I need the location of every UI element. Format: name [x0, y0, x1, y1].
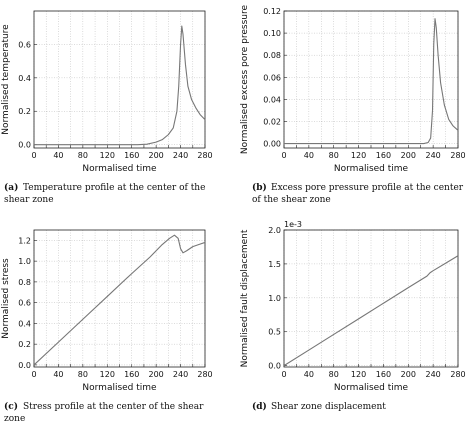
x-tick-label: 0 — [281, 370, 286, 379]
caption-text: Temperature profile at the center of the — [23, 183, 205, 193]
caption-text: Excess pore pressure profile at the cent… — [271, 183, 464, 193]
caption-label: (c) — [4, 401, 18, 412]
y-tick-label: 0.0 — [18, 361, 31, 370]
axes-frame — [33, 10, 206, 149]
x-tick-label: 120 — [100, 370, 115, 379]
y-tick-label: 0.2 — [18, 340, 31, 349]
y-tick-label: 0.6 — [18, 299, 31, 308]
y-tick-label: 0.2 — [18, 107, 31, 116]
x-tick-label: 200 — [149, 370, 164, 379]
x-tick-label: 200 — [401, 151, 416, 160]
y-axis-label: Normalised temperature — [1, 24, 11, 135]
chart-c: 0 40 80 120 160 200 240 280 0.0 0.2 0.4 0.6 0.8 1.0 1.… — [1, 229, 213, 424]
x-tick-label: 240 — [173, 370, 188, 379]
caption-label: (b) — [252, 182, 267, 193]
x-tick-label: 80 — [78, 151, 88, 160]
x-tick-label: 280 — [450, 151, 465, 160]
x-tick-label: 80 — [329, 370, 339, 379]
x-tick-label: 200 — [401, 370, 416, 379]
x-axis-label: Normalised time — [82, 164, 157, 174]
y-tick-label: 0.02 — [263, 117, 281, 126]
x-tick-label: 160 — [124, 370, 139, 379]
y-tick-label: 1.0 — [268, 294, 281, 303]
y-tick-label: 1.5 — [268, 260, 281, 269]
y-tick-label: 0.04 — [263, 95, 281, 104]
x-tick-label: 240 — [426, 370, 441, 379]
y-tick-label: 1.2 — [18, 236, 31, 245]
x-tick-label: 40 — [53, 370, 63, 379]
series-line — [284, 18, 459, 145]
x-tick-label: 280 — [450, 370, 465, 379]
x-tick-label: 0 — [31, 370, 36, 379]
x-tick-label: 200 — [149, 151, 164, 160]
chart-b: 0 40 80 120 160 200 240 280 0.00 0.02 0.04 0.06 0.08… — [240, 4, 466, 205]
x-tick-label: 240 — [173, 151, 188, 160]
y-tick-label: 0.08 — [263, 51, 281, 60]
caption-text: Shear zone displacement — [271, 402, 386, 412]
x-tick-label: 0 — [281, 151, 286, 160]
series-line — [34, 25, 206, 146]
x-axis-label: Normalised time — [82, 383, 157, 393]
x-tick-label: 160 — [124, 151, 139, 160]
series-line — [33, 234, 206, 366]
y-axis-label: Normalised excess pore pressure — [240, 4, 250, 154]
chart-d: 0 40 80 120 160 200 240 280 0.0 0.5 1.0 1.5 2.0 Norma… — [240, 220, 466, 412]
y-tick-label: 0.12 — [263, 7, 281, 16]
y-tick-label: 0.6 — [18, 40, 31, 49]
x-tick-label: 160 — [376, 151, 391, 160]
x-tick-label: 280 — [197, 370, 212, 379]
series-line — [283, 255, 459, 367]
x-tick-label: 120 — [100, 151, 115, 160]
y-tick-label: 2.0 — [268, 226, 281, 235]
y-tick-label: 1.0 — [18, 257, 31, 266]
y-tick-label: 0.8 — [18, 278, 31, 287]
x-tick-label: 40 — [53, 151, 63, 160]
caption-label: (d) — [252, 401, 267, 412]
x-axis-label: Normalised time — [334, 164, 409, 174]
caption-text: Stress profile at the center of the shea… — [23, 402, 204, 412]
axes-frame — [33, 229, 206, 368]
y-tick-label: 0.00 — [263, 140, 281, 149]
y-axis-label: Normalised fault displacement — [240, 229, 250, 367]
x-tick-label: 160 — [376, 370, 391, 379]
y-tick-label: 0.5 — [268, 328, 281, 337]
x-tick-label: 40 — [304, 151, 314, 160]
axes-frame — [283, 10, 459, 149]
x-axis-label: Normalised time — [334, 383, 409, 393]
y-axis-label: Normalised stress — [1, 258, 11, 339]
y-tick-label: 0.4 — [18, 74, 31, 83]
axes-frame — [283, 229, 459, 368]
caption-text: shear zone — [4, 195, 54, 205]
y-tick-label: 0.06 — [263, 73, 281, 82]
y-tick-label: 0.0 — [268, 362, 281, 371]
x-tick-label: 120 — [351, 370, 366, 379]
x-tick-label: 80 — [78, 370, 88, 379]
chart-a: 0 40 80 120 160 200 240 280 0.0 0.2 0.4 0.6 Normalis… — [1, 10, 213, 205]
x-tick-label: 280 — [197, 151, 212, 160]
x-tick-label: 0 — [31, 151, 36, 160]
x-tick-label: 120 — [351, 151, 366, 160]
x-tick-label: 240 — [426, 151, 441, 160]
x-tick-label: 40 — [304, 370, 314, 379]
y-tick-label: 0.10 — [263, 29, 281, 38]
caption-label: (a) — [4, 182, 18, 193]
caption-text: zone — [4, 414, 25, 424]
x-tick-label: 80 — [329, 151, 339, 160]
y-tick-label: 0.4 — [18, 319, 31, 328]
caption-text: of the shear zone — [252, 195, 331, 205]
y-tick-label: 0.0 — [18, 141, 31, 150]
axis-offset-text: 1e-3 — [284, 220, 302, 229]
